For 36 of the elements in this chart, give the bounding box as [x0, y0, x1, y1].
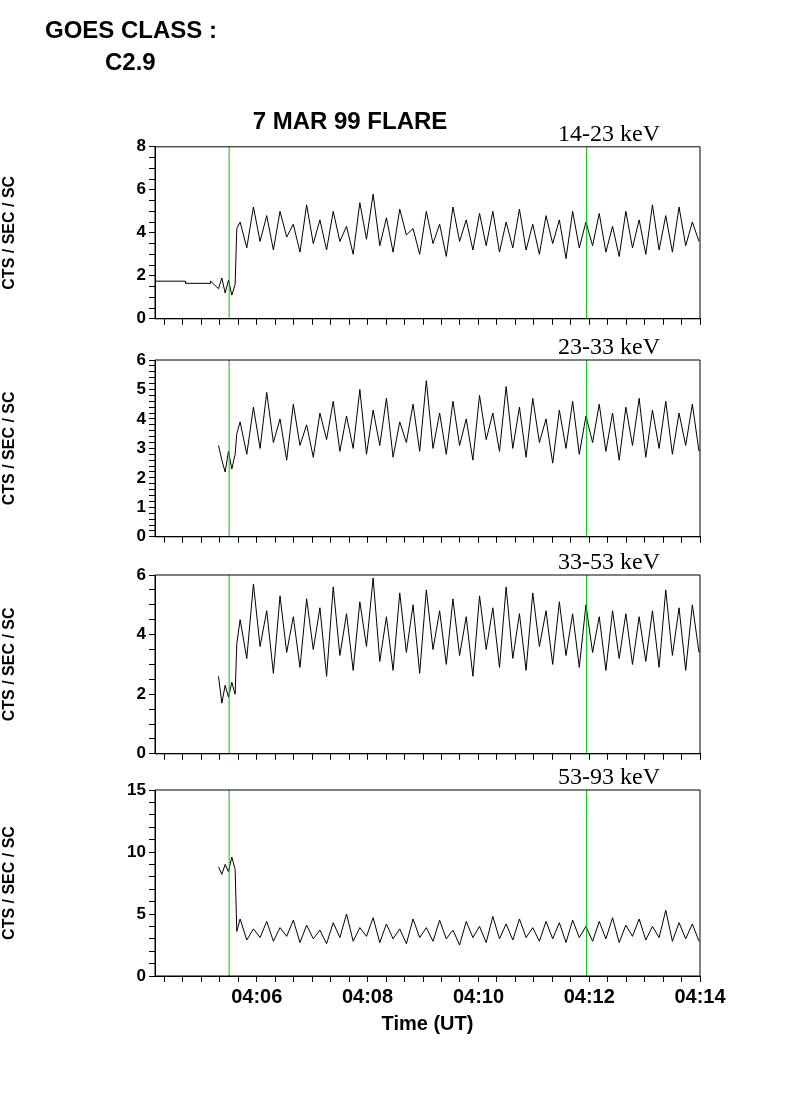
y-tick-label: 4 — [136, 624, 147, 644]
y-tick-label: 3 — [136, 438, 146, 458]
y-tick-label: 0 — [136, 743, 146, 763]
y-tick-label: 6 — [136, 349, 146, 369]
y-tick-label: 15 — [127, 779, 146, 799]
y-tick-label: 4 — [136, 408, 147, 428]
y-tick-label: 5 — [136, 379, 146, 399]
y-tick-label: 0 — [136, 965, 146, 985]
y-tick-label: 1 — [136, 497, 146, 517]
y-axis-title: CTS / SEC / SC — [0, 391, 18, 506]
x-tick-label: 04:08 — [341, 984, 394, 1007]
y-axis-title: CTS / SEC / SC — [0, 607, 18, 722]
y-tick-label: 8 — [136, 136, 146, 156]
text: 14-23 keV — [558, 119, 661, 146]
y-axis-title: CTS / SEC / SC — [0, 175, 18, 290]
y-tick-label: 6 — [136, 564, 146, 584]
y-axis-title: CTS / SEC / SC — [0, 825, 18, 940]
text: 23-33 keV — [558, 333, 661, 359]
y-tick-label: 0 — [136, 308, 146, 328]
y-tick-label: 2 — [136, 467, 146, 487]
x-tick-label: 04:12 — [563, 984, 615, 1007]
y-tick-label: 2 — [136, 265, 146, 285]
text: 33-53 keV — [558, 548, 661, 574]
y-tick-label: 6 — [136, 179, 146, 199]
y-tick-label: 5 — [136, 903, 146, 923]
x-tick-label: 04:10 — [452, 984, 505, 1007]
chart-title: 7 MAR 99 FLARE — [252, 107, 448, 135]
x-tick-label: 04:06 — [231, 984, 283, 1007]
y-tick-label: 4 — [136, 222, 147, 242]
y-tick-label: 0 — [136, 526, 146, 546]
text: 53-93 keV — [558, 763, 661, 789]
y-tick-label: 2 — [136, 683, 146, 703]
chart-subtitle: GOES CLASS : C2.9 — [45, 15, 219, 77]
x-axis-title: Time (UT) — [381, 1011, 474, 1034]
y-tick-label: 10 — [127, 841, 146, 861]
x-tick-label: 04:14 — [674, 984, 727, 1007]
